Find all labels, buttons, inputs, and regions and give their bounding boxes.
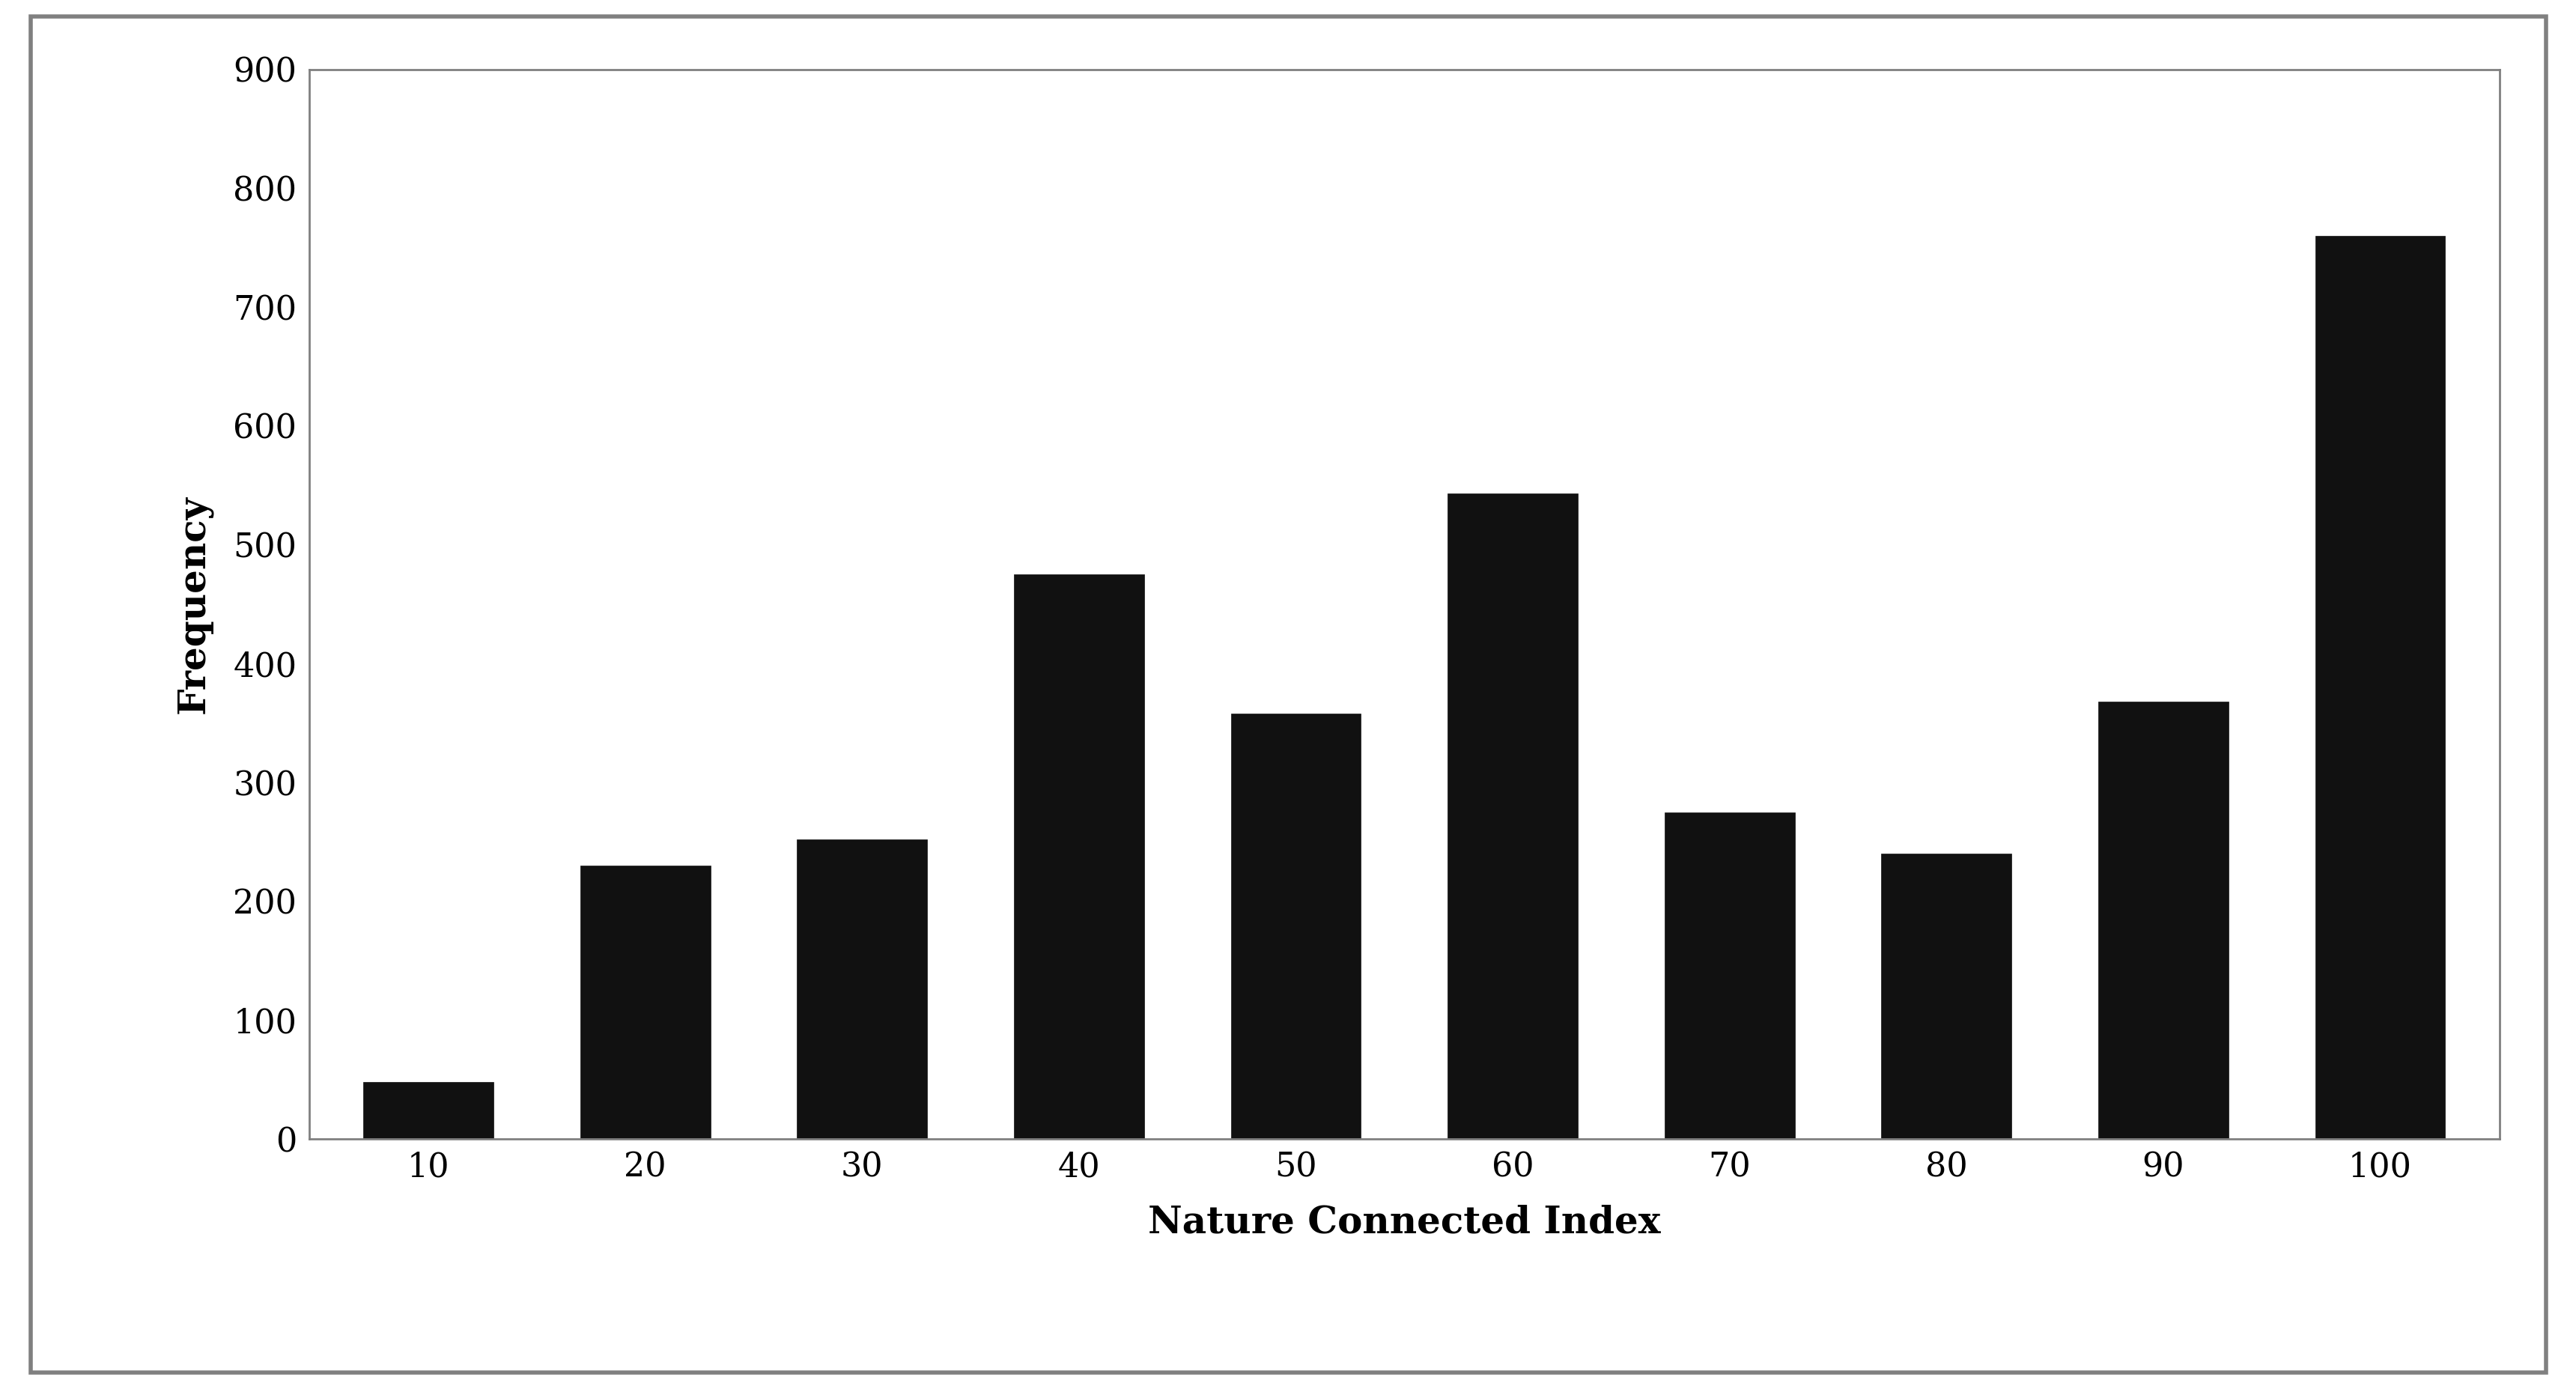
- X-axis label: Nature Connected Index: Nature Connected Index: [1149, 1204, 1659, 1242]
- Bar: [2097, 701, 2228, 1139]
- Bar: [796, 839, 927, 1139]
- Bar: [1664, 813, 1793, 1139]
- Bar: [1015, 575, 1144, 1139]
- Bar: [580, 865, 711, 1139]
- Bar: [2313, 236, 2445, 1139]
- Bar: [363, 1082, 495, 1139]
- Y-axis label: Frequency: Frequency: [175, 494, 211, 714]
- Bar: [1231, 714, 1360, 1139]
- Bar: [1880, 854, 2012, 1139]
- Bar: [1448, 493, 1577, 1139]
